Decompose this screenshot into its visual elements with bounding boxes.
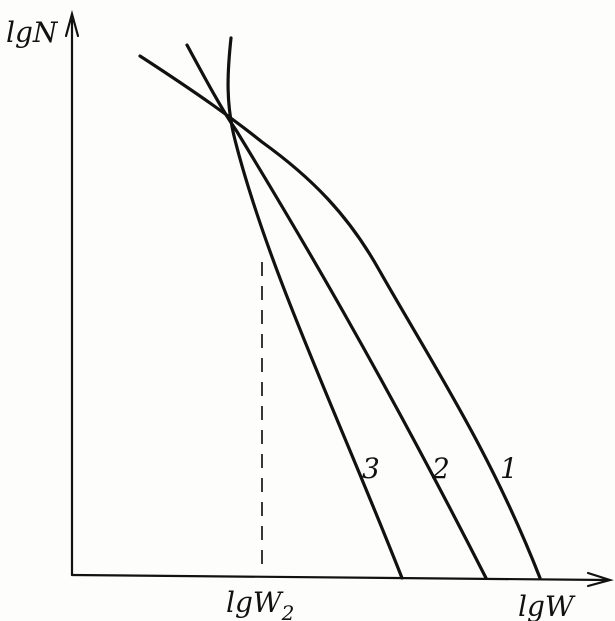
- curve-3-label: 3: [362, 452, 380, 485]
- curve-2: [185, 43, 488, 580]
- lgw2-label-subscript: 2: [281, 601, 295, 621]
- lgw2-label: lgW2: [226, 586, 294, 621]
- curve-1: [138, 54, 542, 580]
- lgw2-label-main: lgW: [226, 586, 284, 619]
- curve-3: [226, 36, 404, 580]
- x-axis-arrowhead: [586, 571, 614, 588]
- y-axis-label: lgN: [6, 16, 59, 49]
- curve-2-label: 2: [431, 452, 450, 485]
- x-axis: [70, 573, 608, 582]
- y-axis-arrowhead: [64, 9, 80, 38]
- curve-1-label: 1: [500, 452, 518, 485]
- x-axis-label: lgW: [518, 590, 576, 621]
